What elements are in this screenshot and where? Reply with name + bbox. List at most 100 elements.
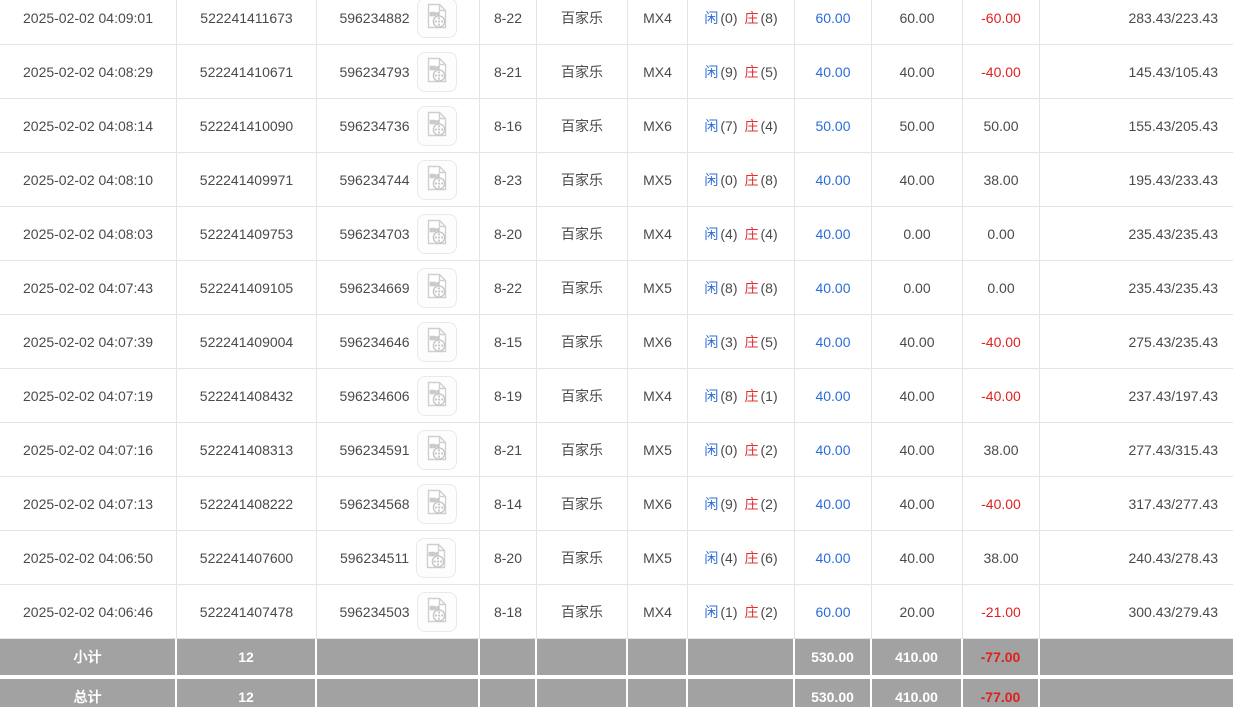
game-number-cell: 596234669: [317, 261, 480, 314]
video-file-icon: [425, 597, 449, 626]
win-loss-amount: -40.00: [963, 369, 1040, 422]
subtotal-bet: 530.00: [795, 639, 872, 675]
bet-amount: 40.00: [795, 423, 872, 476]
balance-before-after: 237.43/197.43: [1128, 387, 1218, 404]
win-loss-amount: -40.00: [963, 477, 1040, 530]
order-number: 522241409004: [177, 315, 317, 368]
video-replay-button[interactable]: [416, 483, 457, 524]
video-file-icon: [425, 381, 449, 410]
player-label: 闲: [704, 333, 719, 350]
table-round: 8-15: [480, 315, 537, 368]
bet-time: 2025-02-02 04:09:01: [0, 0, 177, 44]
order-number: 522241409753: [177, 207, 317, 260]
table-body: 2025-02-02 04:09:01 522241411673 5962348…: [0, 0, 1233, 639]
video-file-icon: [425, 3, 449, 32]
win-loss-amount: 0.00: [963, 207, 1040, 260]
bet-amount: 50.00: [795, 99, 872, 152]
valid-amount: 60.00: [872, 0, 963, 44]
player-count: (4): [720, 225, 738, 242]
subtotal-row: 小计 12 530.00 410.00 -77.00: [0, 639, 1233, 675]
bet-time: 2025-02-02 04:08:14: [0, 99, 177, 152]
player-count: (4): [720, 549, 738, 566]
table-round: 8-20: [480, 207, 537, 260]
banker-label: 庄: [744, 171, 759, 188]
win-loss-amount: 50.00: [963, 99, 1040, 152]
game-result: 闲 (0) 庄 (2): [688, 423, 795, 476]
player-count: (1): [720, 603, 738, 620]
banker-count: (6): [760, 549, 778, 566]
video-replay-button[interactable]: [416, 321, 457, 362]
player-label: 闲: [704, 9, 719, 26]
game-name: 百家乐: [537, 207, 628, 260]
valid-amount: 0.00: [872, 261, 963, 314]
game-number-cell: 596234744: [317, 153, 480, 206]
table-row: 2025-02-02 04:08:14 522241410090 5962347…: [0, 99, 1233, 153]
video-replay-button[interactable]: [416, 105, 457, 146]
win-loss-amount: 38.00: [963, 153, 1040, 206]
order-number: 522241409105: [177, 261, 317, 314]
player-label: 闲: [704, 387, 719, 404]
video-replay-button[interactable]: [416, 213, 457, 254]
order-number: 522241409971: [177, 153, 317, 206]
banker-count: (2): [760, 603, 778, 620]
table-round: 8-22: [480, 0, 537, 44]
table-row: 2025-02-02 04:07:13 522241408222 5962345…: [0, 477, 1233, 531]
banker-count: (4): [760, 117, 778, 134]
table-id: MX5: [628, 153, 688, 206]
order-number: 522241410090: [177, 99, 317, 152]
video-file-icon: [425, 165, 449, 194]
video-file-icon: [425, 327, 449, 356]
table-id: MX4: [628, 207, 688, 260]
table-id: MX4: [628, 369, 688, 422]
valid-amount: 40.00: [872, 45, 963, 98]
table-id: MX5: [628, 531, 688, 584]
video-replay-button[interactable]: [416, 537, 457, 578]
game-name: 百家乐: [537, 369, 628, 422]
game-number: 596234646: [339, 333, 410, 350]
banker-count: (8): [760, 9, 778, 26]
banker-count: (2): [760, 441, 778, 458]
table-row: 2025-02-02 04:08:03 522241409753 5962347…: [0, 207, 1233, 261]
game-result: 闲 (9) 庄 (2): [688, 477, 795, 530]
video-replay-button[interactable]: [416, 0, 457, 38]
table-row: 2025-02-02 04:07:39 522241409004 5962346…: [0, 315, 1233, 369]
video-file-icon: [425, 273, 449, 302]
player-count: (0): [720, 441, 738, 458]
banker-label: 庄: [744, 549, 759, 566]
balance-before-after: 195.43/233.43: [1128, 171, 1218, 188]
banker-count: (2): [760, 495, 778, 512]
video-replay-button[interactable]: [416, 159, 457, 200]
balance-before-after: 145.43/105.43: [1128, 63, 1218, 80]
win-loss-amount: -40.00: [963, 45, 1040, 98]
player-label: 闲: [704, 171, 719, 188]
win-loss-amount: 38.00: [963, 423, 1040, 476]
bet-amount: 40.00: [795, 369, 872, 422]
subtotal-valid: 410.00: [872, 639, 963, 675]
bet-time: 2025-02-02 04:07:43: [0, 261, 177, 314]
player-label: 闲: [704, 603, 719, 620]
game-name: 百家乐: [537, 315, 628, 368]
video-replay-button[interactable]: [416, 429, 457, 470]
table-id: MX4: [628, 585, 688, 638]
player-count: (0): [720, 9, 738, 26]
banker-count: (5): [760, 333, 778, 350]
table-round: 8-18: [480, 585, 537, 638]
video-file-icon: [425, 219, 449, 248]
grandtotal-row: 总计 12 530.00 410.00 -77.00: [0, 679, 1233, 707]
grandtotal-label: 总计: [0, 679, 177, 707]
game-result: 闲 (8) 庄 (1): [688, 369, 795, 422]
win-loss-amount: -21.00: [963, 585, 1040, 638]
game-number: 596234736: [339, 117, 410, 134]
table-id: MX6: [628, 99, 688, 152]
video-replay-button[interactable]: [416, 375, 457, 416]
table-round: 8-14: [480, 477, 537, 530]
video-replay-button[interactable]: [416, 51, 457, 92]
video-replay-button[interactable]: [416, 591, 457, 632]
player-label: 闲: [704, 441, 719, 458]
table-round: 8-16: [480, 99, 537, 152]
bet-amount: 40.00: [795, 261, 872, 314]
banker-label: 庄: [744, 279, 759, 296]
win-loss-amount: 0.00: [963, 261, 1040, 314]
video-replay-button[interactable]: [416, 267, 457, 308]
bet-time: 2025-02-02 04:07:19: [0, 369, 177, 422]
